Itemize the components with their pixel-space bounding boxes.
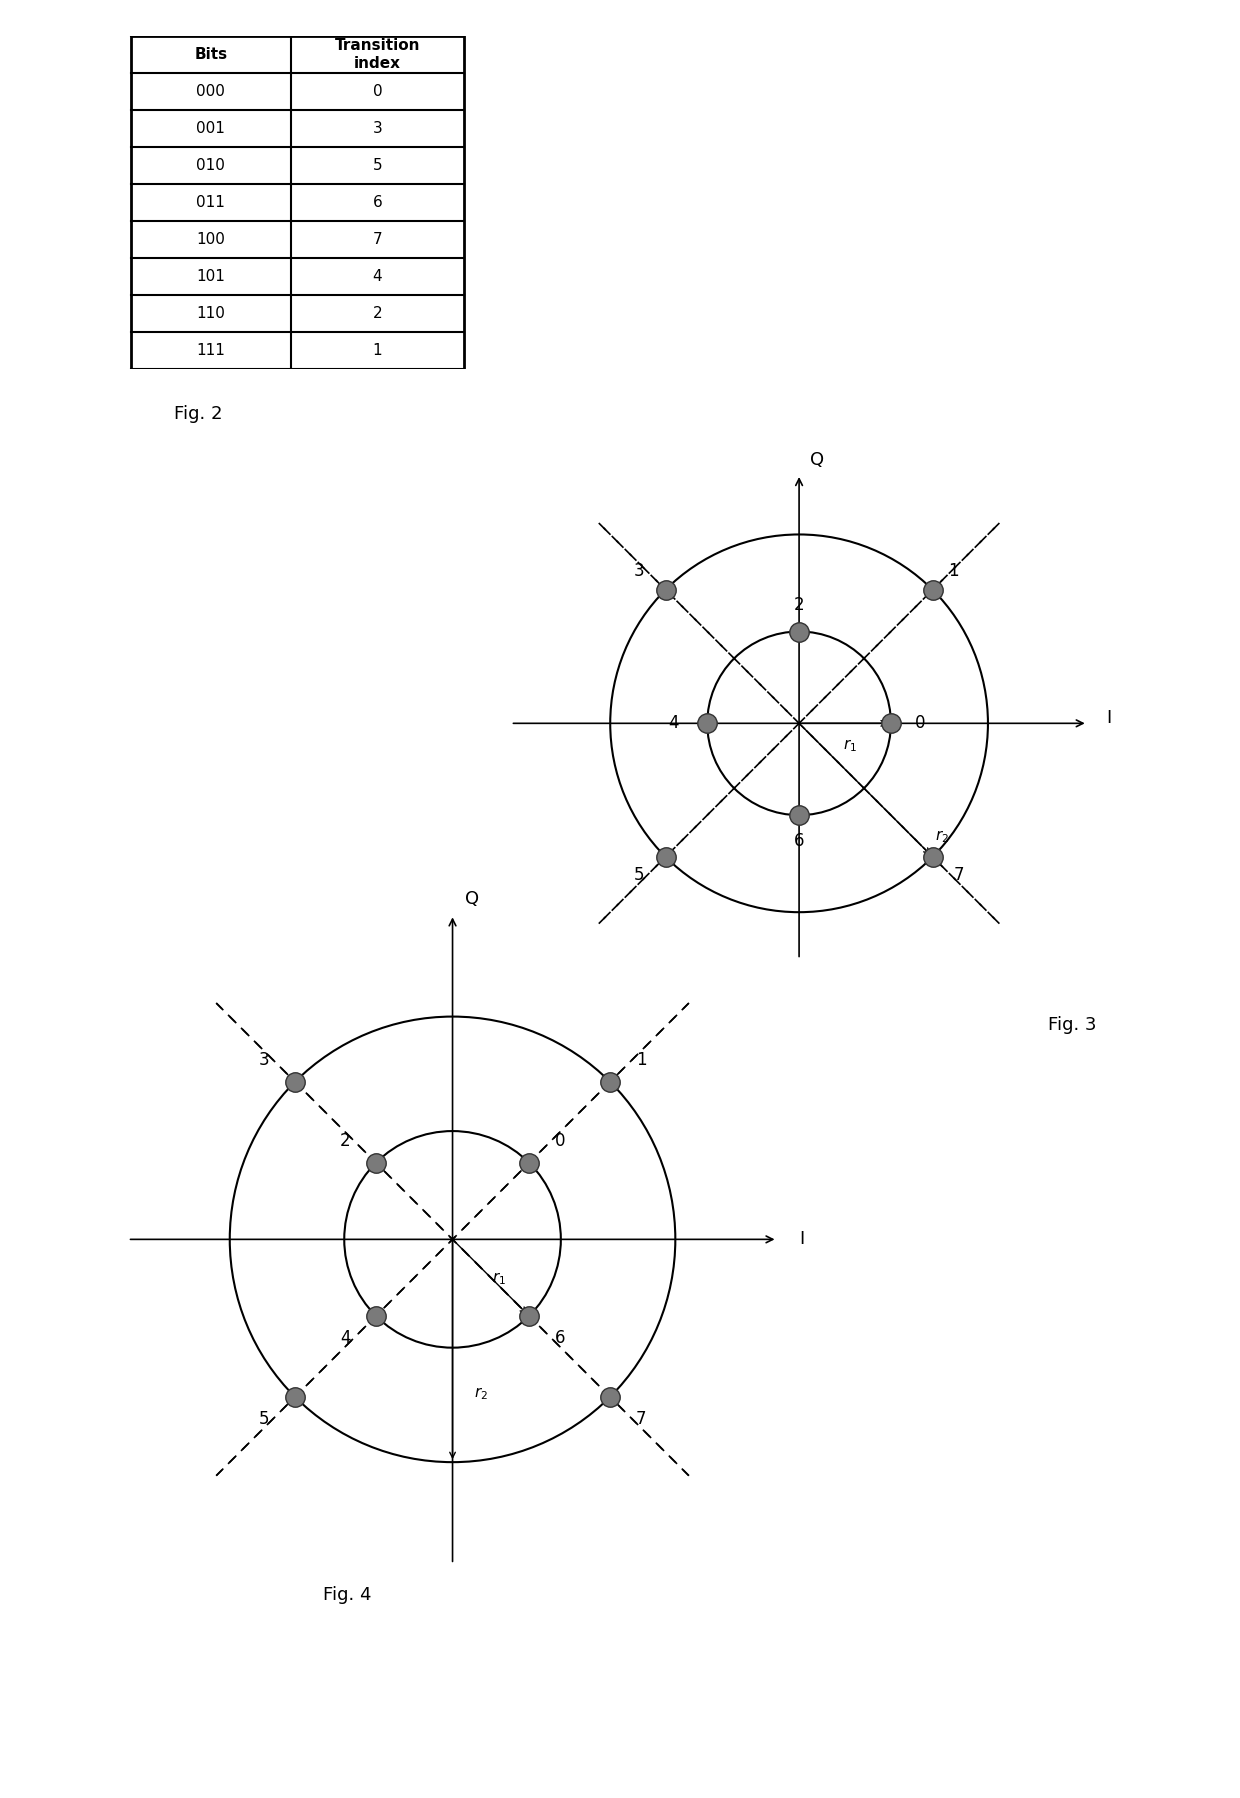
- Text: 2: 2: [794, 597, 805, 615]
- Text: 3: 3: [634, 563, 645, 581]
- Text: Fig. 2: Fig. 2: [174, 405, 222, 423]
- Text: 1: 1: [373, 343, 382, 358]
- Text: 100: 100: [196, 232, 226, 246]
- Text: 3: 3: [372, 120, 382, 137]
- Text: Q: Q: [465, 890, 479, 908]
- Text: Transition
index: Transition index: [335, 38, 420, 70]
- Text: $r_2$: $r_2$: [474, 1386, 489, 1402]
- Text: 3: 3: [259, 1052, 269, 1070]
- Text: Fig. 4: Fig. 4: [322, 1586, 372, 1604]
- Text: $r_1$: $r_1$: [492, 1271, 506, 1287]
- Text: 101: 101: [196, 268, 226, 284]
- Text: 0: 0: [554, 1133, 565, 1151]
- Text: 5: 5: [259, 1410, 269, 1428]
- Text: 7: 7: [636, 1410, 646, 1428]
- Text: 5: 5: [634, 867, 645, 885]
- Text: 4: 4: [373, 268, 382, 284]
- Text: 1: 1: [636, 1052, 646, 1070]
- Text: Fig. 3: Fig. 3: [1048, 1016, 1096, 1034]
- Text: 6: 6: [554, 1329, 565, 1347]
- Text: 010: 010: [196, 158, 226, 173]
- Text: I: I: [799, 1230, 805, 1248]
- Text: 0: 0: [914, 714, 925, 732]
- Text: 0: 0: [373, 85, 382, 99]
- Text: 6: 6: [372, 194, 382, 210]
- Text: Bits: Bits: [195, 47, 227, 61]
- Text: 2: 2: [340, 1133, 351, 1151]
- Text: 7: 7: [954, 867, 965, 885]
- Text: 4: 4: [340, 1329, 350, 1347]
- Text: 110: 110: [196, 306, 226, 320]
- Text: 6: 6: [794, 832, 805, 850]
- Text: $r_1$: $r_1$: [843, 737, 857, 755]
- Text: Q: Q: [810, 451, 823, 469]
- Text: 1: 1: [949, 563, 959, 581]
- Text: 001: 001: [196, 120, 226, 137]
- Text: I: I: [1106, 708, 1111, 726]
- Text: 2: 2: [373, 306, 382, 320]
- Text: 4: 4: [668, 714, 678, 732]
- Text: 5: 5: [373, 158, 382, 173]
- Text: 111: 111: [196, 343, 226, 358]
- Text: $r_2$: $r_2$: [935, 829, 950, 845]
- Text: 011: 011: [196, 194, 226, 210]
- Text: 7: 7: [373, 232, 382, 246]
- Text: 000: 000: [196, 85, 226, 99]
